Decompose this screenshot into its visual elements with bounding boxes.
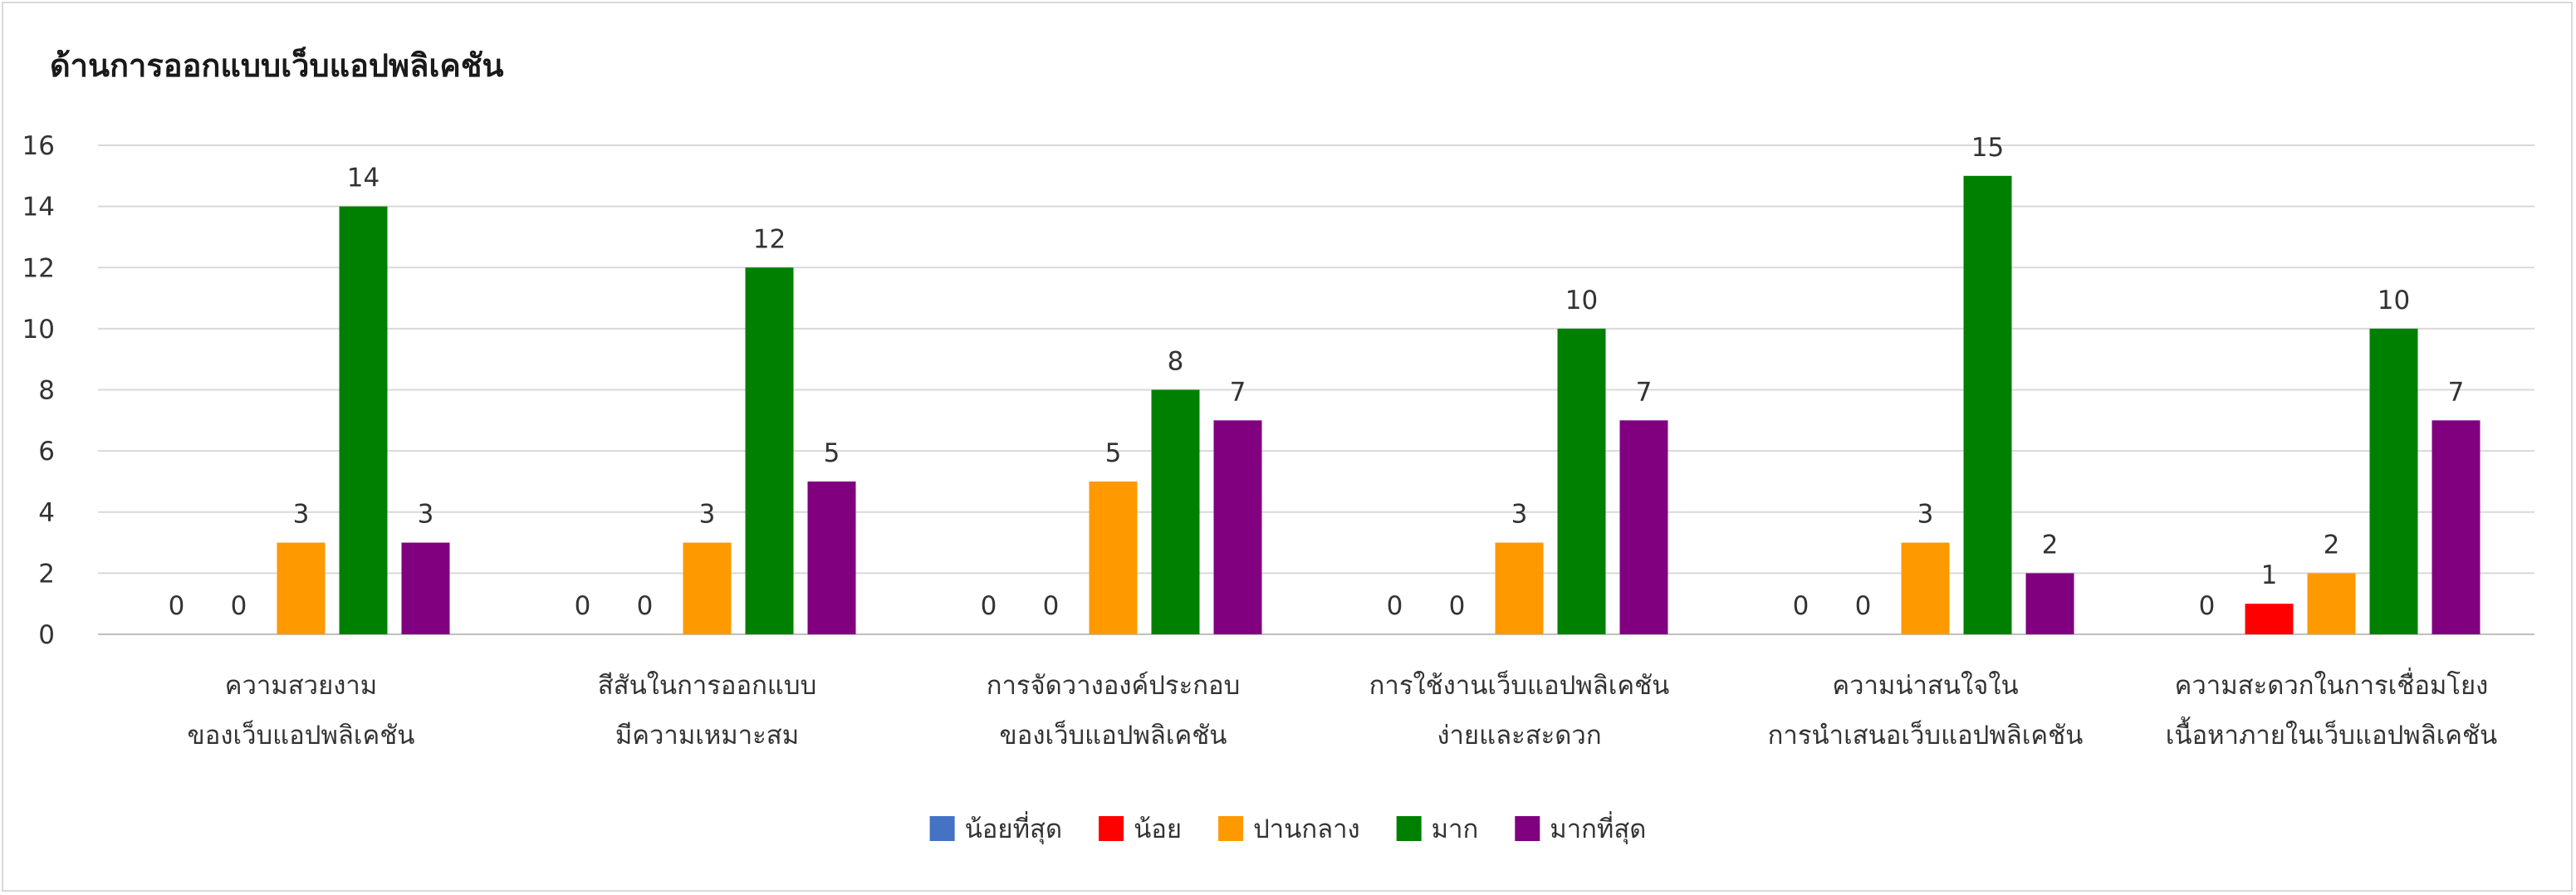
- data-label: 3: [1511, 500, 1528, 530]
- y-tick-label: 6: [38, 437, 55, 467]
- bar: [1213, 420, 1262, 634]
- data-label: 12: [753, 224, 786, 254]
- legend-swatch: [1515, 816, 1540, 841]
- data-label: 0: [231, 591, 247, 621]
- y-tick-label: 12: [22, 253, 55, 283]
- bar: [807, 481, 856, 634]
- legend-label: ปานกลาง: [1253, 814, 1360, 844]
- data-label: 5: [824, 438, 840, 468]
- legend-label: มากที่สุด: [1550, 811, 1646, 845]
- data-label: 0: [1855, 591, 1872, 621]
- data-label: 3: [699, 500, 716, 530]
- bar: [401, 542, 450, 634]
- category-label: การใช้งานเว็บแอปพลิเคชัน: [1369, 670, 1670, 701]
- data-label: 5: [1105, 438, 1122, 468]
- data-label: 0: [2199, 591, 2216, 621]
- data-label: 0: [981, 591, 997, 621]
- chart-title: ด้านการออกแบบเว็บแอปพลิเคชัน: [50, 46, 504, 84]
- category-label: เนื้อหาภายในเว็บแอปพลิเคชัน: [2166, 716, 2498, 751]
- bar: [2025, 573, 2074, 634]
- bar: [683, 542, 732, 634]
- data-label: 2: [2042, 530, 2059, 560]
- bar: [1557, 328, 1606, 634]
- legend-swatch: [1099, 816, 1124, 841]
- category-label: ความสวยงาม: [225, 671, 377, 701]
- category-label: การนำเสนอเว็บแอปพลิเคชัน: [1768, 720, 2084, 751]
- data-label: 0: [637, 591, 654, 621]
- category-label: ของเว็บแอปพลิเคชัน: [1000, 720, 1227, 751]
- bars: [277, 175, 2481, 634]
- bar: [277, 542, 326, 634]
- data-label: 3: [1917, 500, 1934, 530]
- legend-label: มาก: [1432, 814, 1479, 844]
- data-label: 3: [293, 500, 310, 530]
- data-label: 0: [1449, 591, 1466, 621]
- category-label: สีสันในการออกแบบ: [598, 671, 817, 701]
- category-label: ของเว็บแอปพลิเคชัน: [188, 720, 415, 751]
- data-label: 7: [2448, 377, 2465, 407]
- data-label: 10: [1565, 286, 1598, 315]
- y-tick-label: 14: [22, 193, 55, 223]
- bar: [1495, 542, 1544, 634]
- legend-swatch: [1218, 816, 1244, 841]
- bar: [745, 267, 794, 634]
- bar: [1619, 420, 1668, 634]
- y-tick-label: 2: [38, 559, 55, 589]
- data-label: 0: [1793, 591, 1810, 621]
- data-label: 15: [1971, 133, 2004, 163]
- data-label: 0: [1387, 591, 1403, 621]
- data-label: 7: [1636, 377, 1653, 407]
- bar: [339, 206, 388, 634]
- data-label: 1: [2261, 560, 2278, 590]
- legend-swatch: [1396, 816, 1422, 841]
- legend-swatch: [929, 816, 955, 841]
- data-label: 0: [1043, 591, 1060, 621]
- bar: [1089, 481, 1138, 634]
- bar: [1963, 175, 2012, 634]
- bar: [2369, 328, 2418, 634]
- category-label: มีความเหมาะสม: [615, 721, 799, 751]
- category-label: การจัดวางองค์ประกอบ: [987, 671, 1241, 701]
- legend: น้อยที่สุด น้อย ปานกลาง มาก มากที่สุด: [929, 811, 1646, 845]
- y-tick-label: 8: [38, 376, 55, 406]
- y-tick-label: 10: [22, 315, 55, 345]
- bar: [1901, 542, 1950, 634]
- data-label: 3: [418, 500, 434, 530]
- data-label: 7: [1230, 377, 1246, 407]
- bar: [2245, 604, 2294, 634]
- data-label: 0: [575, 591, 591, 621]
- data-label: 2: [2324, 530, 2340, 560]
- y-tick-label: 0: [38, 620, 55, 650]
- data-label: 10: [2378, 286, 2410, 315]
- bar: [2432, 420, 2481, 634]
- y-tick-label: 16: [22, 131, 55, 161]
- category-label: ความสะดวกในการเชื่อมโยง: [2175, 668, 2489, 701]
- y-tick-label: 4: [38, 498, 55, 528]
- data-label: 0: [169, 591, 185, 621]
- y-axis: 0 2 4 6 8 10 12 14 16: [22, 131, 55, 650]
- bar: [2307, 573, 2356, 634]
- category-label: ความน่าสนใจใน: [1832, 671, 2018, 701]
- legend-label: น้อยที่สุด: [965, 811, 1062, 845]
- data-label: 14: [347, 164, 380, 193]
- gridlines: [98, 144, 2534, 635]
- data-label: 8: [1168, 347, 1184, 377]
- legend-label: น้อย: [1134, 814, 1182, 844]
- bar: [1151, 389, 1200, 634]
- category-label: ง่ายและสะดวก: [1437, 721, 1601, 751]
